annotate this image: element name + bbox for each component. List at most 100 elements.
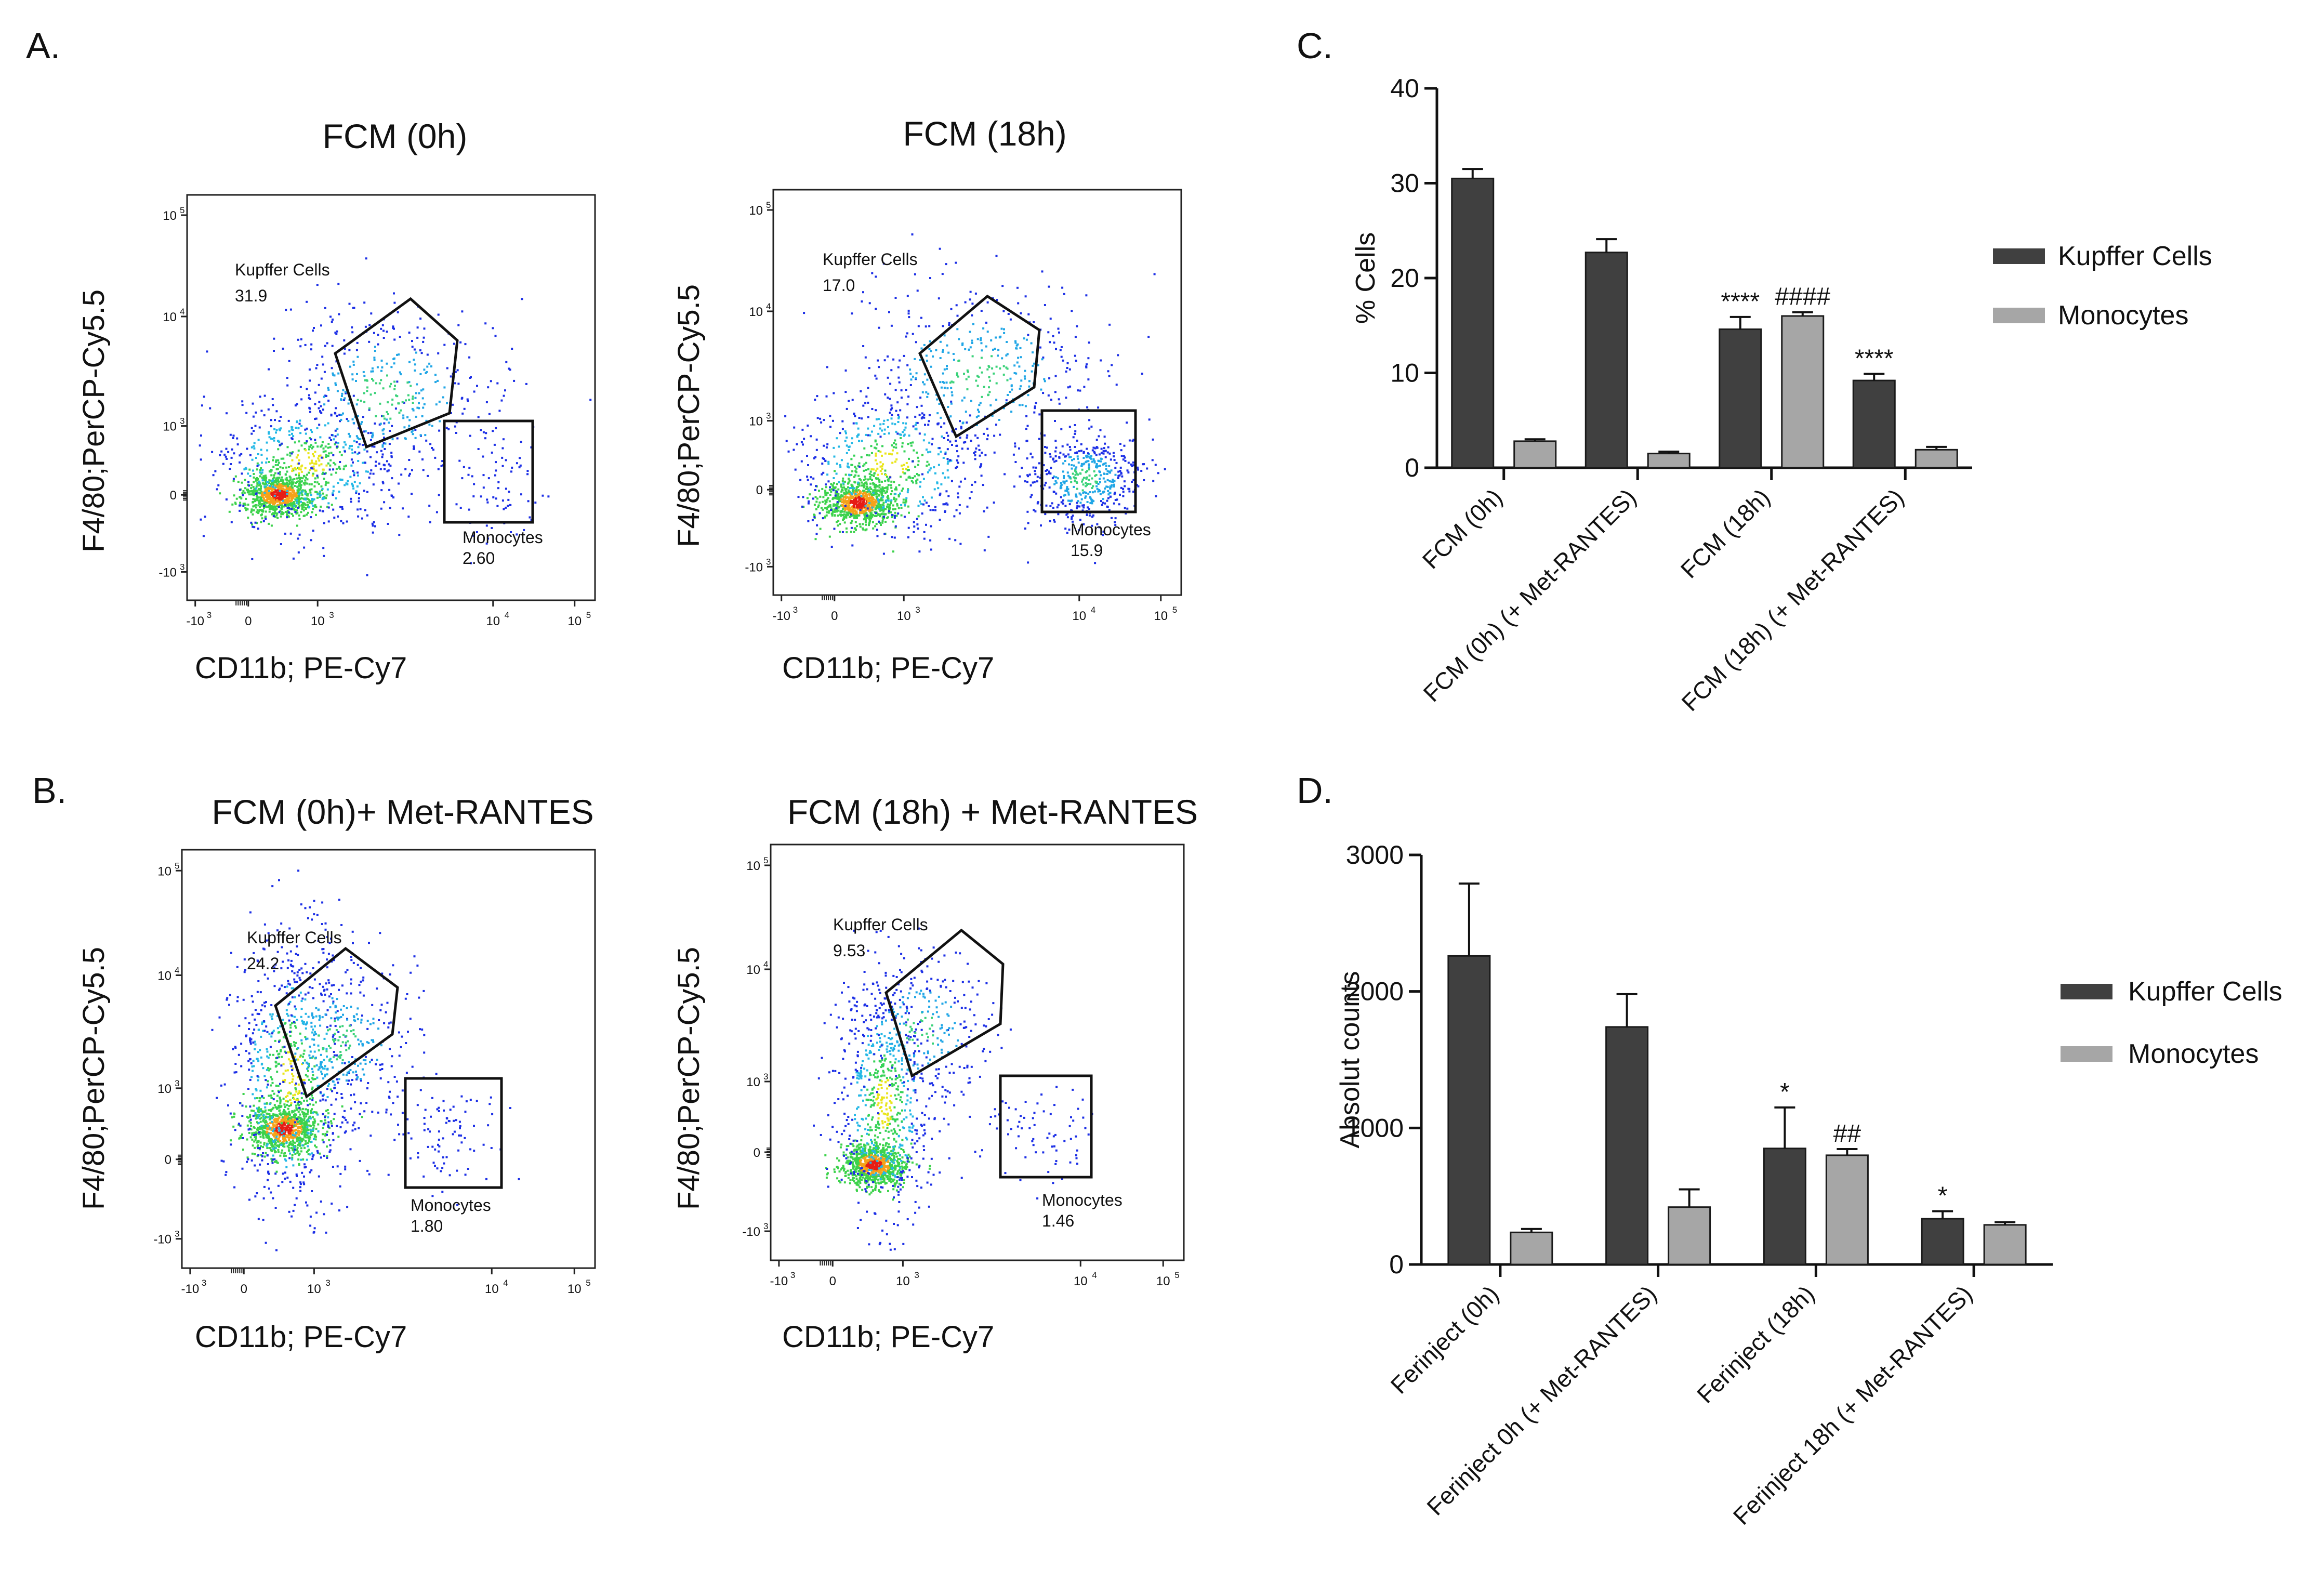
cell-dot: [802, 443, 804, 446]
cell-dot: [881, 465, 883, 468]
cell-dot: [280, 457, 283, 460]
cell-dot: [1002, 365, 1005, 367]
cell-dot: [862, 527, 864, 530]
cell-dot: [854, 415, 856, 417]
cell-dot: [873, 482, 876, 485]
cell-dot: [272, 459, 274, 462]
cell-dot: [242, 503, 245, 505]
cell-dot: [268, 490, 270, 492]
cell-dot: [394, 407, 397, 410]
cell-dot: [341, 1105, 344, 1108]
cell-dot: [482, 474, 485, 477]
plot-frame: [186, 194, 596, 601]
cell-dot: [343, 352, 346, 355]
cell-dot: [241, 492, 244, 494]
flow-y-tick-exponent: 3: [180, 416, 184, 426]
cell-dot: [274, 1143, 276, 1145]
cell-dot: [966, 421, 968, 424]
cell-dot: [909, 477, 912, 479]
cell-dot: [261, 503, 263, 505]
cell-dot: [1024, 480, 1026, 483]
cell-dot: [278, 506, 280, 508]
cell-dot: [917, 474, 920, 477]
cell-dot: [1113, 459, 1116, 462]
cell-dot: [1006, 353, 1009, 355]
cell-dot: [840, 498, 842, 501]
cell-dot: [853, 515, 855, 517]
cell-dot: [1098, 470, 1101, 473]
cell-dot: [309, 398, 311, 400]
cell-dot: [369, 456, 372, 458]
cell-dot: [1106, 473, 1108, 475]
cell-dot: [827, 497, 829, 499]
cell-dot: [875, 418, 878, 420]
cell-dot: [229, 433, 232, 436]
cell-dot: [332, 372, 334, 375]
cell-dot: [865, 483, 868, 485]
cell-dot: [343, 465, 346, 468]
cell-dot: [276, 464, 279, 466]
cell-dot: [806, 455, 808, 457]
cell-dot: [322, 1133, 324, 1136]
cell-dot: [1093, 470, 1095, 472]
cell-dot: [836, 501, 839, 504]
cell-dot: [944, 476, 946, 479]
cell-dot: [834, 487, 836, 490]
density-dots: [199, 257, 592, 576]
cell-dot: [278, 1117, 280, 1119]
cell-dot: [292, 494, 294, 496]
cell-dot: [336, 445, 338, 448]
cell-dot: [292, 429, 294, 431]
cell-dot: [1051, 502, 1053, 505]
cell-dot: [860, 503, 863, 505]
cell-dot: [886, 506, 889, 508]
cell-dot: [254, 1136, 256, 1139]
cell-dot: [875, 512, 877, 515]
cell-dot: [263, 1155, 266, 1158]
cell-dot: [280, 479, 282, 481]
cell-dot: [877, 418, 880, 420]
cell-dot: [978, 404, 981, 406]
cell-dot: [819, 528, 822, 530]
cell-dot: [814, 456, 817, 458]
cell-dot: [318, 455, 320, 457]
cell-dot: [842, 477, 844, 480]
cell-dot: [269, 500, 272, 502]
cell-dot: [843, 521, 846, 524]
cell-dot: [875, 515, 878, 517]
cell-dot: [510, 531, 512, 533]
cell-dot: [1117, 470, 1120, 473]
cell-dot: [271, 438, 274, 440]
cell-dot: [513, 379, 516, 382]
cell-dot: [820, 507, 823, 509]
cell-dot: [305, 449, 307, 452]
cell-dot: [932, 509, 934, 511]
cell-dot: [867, 427, 869, 430]
cell-dot: [298, 484, 300, 487]
cell-dot: [314, 1138, 317, 1141]
cell-dot: [509, 504, 511, 506]
cell-dot: [900, 514, 903, 517]
cell-dot: [1103, 463, 1105, 465]
cell-dot: [863, 513, 866, 516]
cell-dot: [368, 340, 371, 343]
cell-dot: [404, 468, 407, 470]
cell-dot: [452, 403, 454, 406]
cell-dot: [986, 438, 988, 441]
cell-dot: [903, 450, 906, 453]
cell-dot: [1055, 459, 1058, 462]
cell-dot: [408, 332, 411, 334]
cell-dot: [1003, 328, 1005, 331]
cell-dot: [252, 486, 255, 489]
cell-dot: [925, 325, 927, 328]
cell-dot: [982, 484, 984, 486]
cell-dot: [947, 460, 949, 463]
cell-dot: [374, 465, 377, 467]
cell-dot: [297, 1131, 299, 1133]
cell-dot: [1085, 460, 1088, 463]
cell-dot: [258, 500, 261, 503]
cell-dot: [519, 464, 522, 467]
cell-dot: [1027, 334, 1029, 336]
cell-dot: [1012, 401, 1015, 403]
cell-dot: [878, 520, 880, 523]
